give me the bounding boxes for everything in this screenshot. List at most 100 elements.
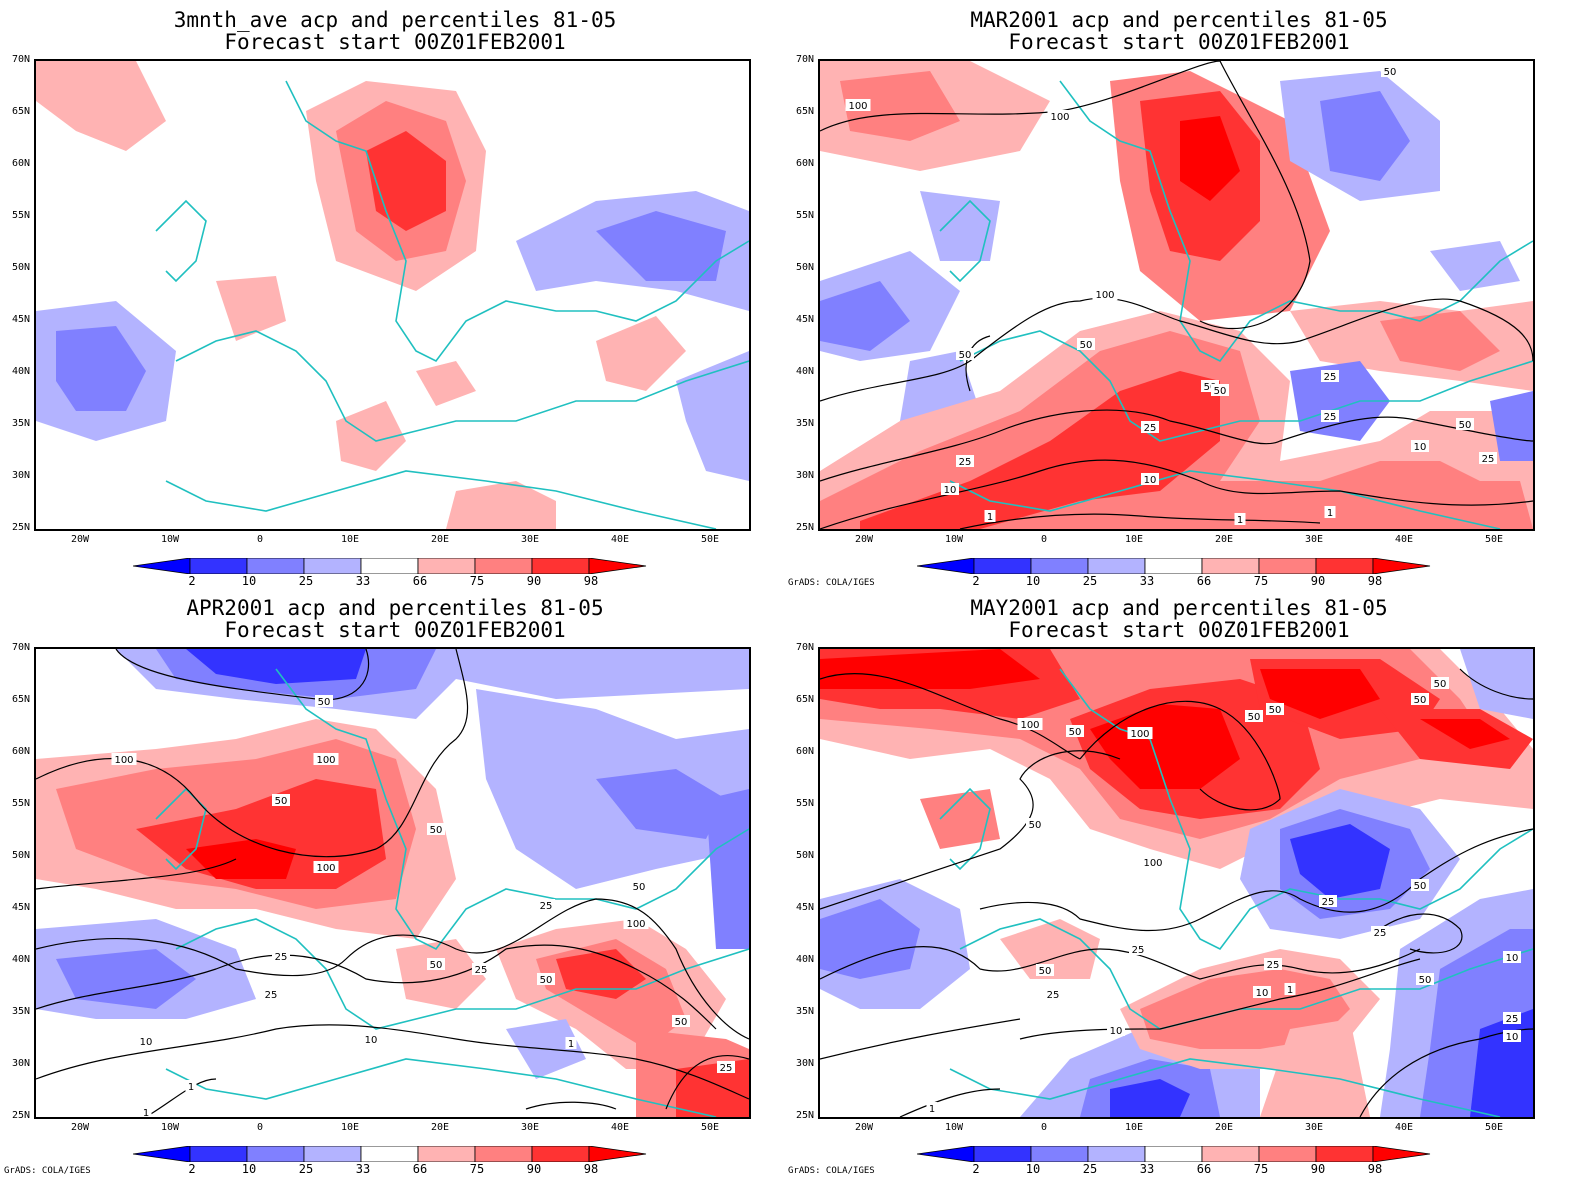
contour-label: 50 — [1080, 340, 1093, 351]
lat-label: 55N — [795, 210, 814, 221]
contour-label: 50 — [318, 697, 331, 708]
contour-label: 10 — [1506, 1032, 1519, 1043]
contour-label-bg — [362, 1033, 380, 1045]
contour-label-bg — [1211, 384, 1229, 396]
colorbar — [132, 1145, 653, 1163]
lat-label: 55N — [795, 798, 814, 809]
colorbar-label: 90 — [526, 574, 542, 588]
colorbar-arrow-high — [588, 557, 647, 575]
contour-label-bg — [565, 1037, 577, 1049]
colorbar-swatch — [189, 557, 248, 575]
contour-label-bg — [956, 455, 974, 467]
lat-label: 35N — [795, 1006, 814, 1017]
lat-label: 25N — [11, 1110, 30, 1121]
lon-label: 50E — [1484, 534, 1504, 545]
contour-label-bg — [941, 483, 959, 495]
contour-label: 25 — [959, 457, 972, 468]
colorbar-label: 66 — [412, 574, 428, 588]
contour-label-bg — [427, 823, 445, 835]
contour-label-bg — [1431, 677, 1449, 689]
contour-label-bg — [1092, 288, 1118, 300]
contour-label: 100 — [1050, 112, 1069, 123]
colorbar-swatches — [916, 1145, 1431, 1163]
lat-label: 55N — [11, 210, 30, 221]
contour-label: 10 — [1256, 988, 1269, 999]
lon-label: 20E — [430, 534, 450, 545]
colorbar-swatch — [303, 557, 362, 575]
lon-label: 20W — [70, 534, 90, 545]
contour-label-bg — [537, 899, 555, 911]
colorbar-label: 66 — [1196, 574, 1212, 588]
lat-label: 60N — [795, 158, 814, 169]
colorbar-swatch — [1030, 1145, 1089, 1163]
panel-title-line1: APR2001 acp and percentiles 81-05 — [186, 596, 604, 620]
lat-label: 45N — [795, 314, 814, 325]
contour-label: 1 — [188, 1082, 194, 1093]
panel-title-line1: 3mnth_ave acp and percentiles 81-05 — [173, 8, 617, 32]
contour-label: 100 — [848, 101, 867, 112]
contour-label-bg — [717, 1061, 735, 1073]
contour-label: 1 — [1327, 508, 1333, 519]
contour-label: 25 — [1144, 423, 1157, 434]
contour-label-bg — [1264, 958, 1282, 970]
contour-label: 25 — [1482, 454, 1495, 465]
contour-label: 1 — [143, 1108, 149, 1117]
contour-label: 10 — [944, 485, 957, 496]
precip-anomaly-field: 50 100 100 50 50 100 50 25 25 100 50 25 50 25 50 10 10 1 1… — [36, 649, 749, 1117]
colorbar-swatch — [474, 557, 533, 575]
colorbar-swatches — [916, 557, 1431, 575]
lat-label: 65N — [795, 106, 814, 117]
contour-label-bg — [1416, 973, 1434, 985]
lat-label: 30N — [795, 470, 814, 481]
lon-label: 20E — [1214, 534, 1234, 545]
contour-label: 100 — [1020, 720, 1039, 731]
contour-label: 25 — [1267, 960, 1280, 971]
contour-label: 50 — [1248, 712, 1261, 723]
grads-credit: GrADS: COLA/IGES — [788, 578, 875, 588]
colorbar-swatch — [189, 1145, 248, 1163]
contour-label-bg — [845, 99, 871, 111]
colorbar-label: 98 — [583, 574, 599, 588]
lat-label: 25N — [11, 522, 30, 533]
contour-label-bg — [140, 1106, 152, 1117]
contour-label-bg — [1036, 964, 1054, 976]
lat-label: 35N — [11, 1006, 30, 1017]
contour-label: 50 — [1069, 727, 1082, 738]
contour-label-bg — [137, 1035, 155, 1047]
contour-labels: 50 100 100 50 50 100 50 25 25 100 50 25 50 25 50 10 10 1 1… — [111, 695, 735, 1117]
colorbar-swatch — [417, 1145, 476, 1163]
contour-label: 100 — [626, 919, 645, 930]
contour-label: 10 — [1414, 442, 1427, 453]
contour-label: 25 — [265, 990, 278, 1001]
lat-label: 65N — [795, 694, 814, 705]
lon-label: 30E — [520, 1122, 540, 1133]
lon-label: 20E — [1214, 1122, 1234, 1133]
lat-label: 25N — [795, 1110, 814, 1121]
lat-label: 50N — [795, 850, 814, 861]
colorbar-swatch — [246, 557, 305, 575]
contour-label-bg — [313, 753, 339, 765]
contour-label: 50 — [1214, 386, 1227, 397]
contour-label: 50 — [1414, 881, 1427, 892]
contour-label: 50 — [1419, 975, 1432, 986]
lon-label: 50E — [700, 534, 720, 545]
contour-label: 1 — [568, 1039, 574, 1050]
contour-label: 50 — [1039, 966, 1052, 977]
contour-labels: 50 100 50 50 50 50 50 100 50 25 100 25 25 50 25 50 10 25 1… — [926, 677, 1521, 1115]
colorbar-label: 2 — [188, 574, 196, 588]
contour-label: 25 — [1322, 897, 1335, 908]
lon-label: 30E — [1304, 534, 1324, 545]
colorbar-arrow-high — [1372, 1145, 1431, 1163]
contour-label-bg — [1066, 725, 1084, 737]
colorbar-arrow-low — [916, 557, 975, 575]
lon-label: 0 — [1040, 534, 1048, 545]
colorbar-label: 25 — [1082, 574, 1098, 588]
colorbar-label: 25 — [1082, 1162, 1098, 1176]
lat-label: 30N — [11, 1058, 30, 1069]
lon-label: 40E — [1394, 1122, 1414, 1133]
lon-label: 40E — [610, 1122, 630, 1133]
lat-label: 45N — [795, 902, 814, 913]
lon-label: 40E — [1394, 534, 1414, 545]
lat-label: 55N — [11, 798, 30, 809]
